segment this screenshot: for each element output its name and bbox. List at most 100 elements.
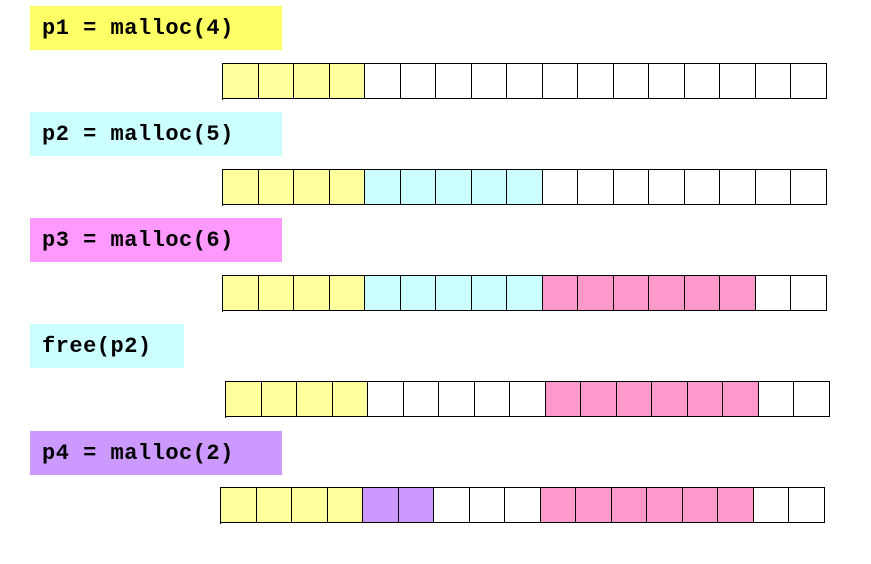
memory-cell-yellow: [226, 382, 262, 417]
step-label-p3: p3 = malloc(6): [30, 218, 282, 262]
memory-cell-yellow: [261, 382, 297, 417]
memory-cell-free: [720, 64, 756, 99]
memory-cell-cyan: [365, 170, 401, 205]
memory-cell-yellow: [294, 64, 330, 99]
memory-cell-yellow: [329, 276, 365, 311]
memory-cell-free: [684, 64, 720, 99]
memory-cell-cyan: [507, 170, 543, 205]
memory-cell-pink: [578, 276, 614, 311]
memory-cell-purple: [363, 488, 399, 523]
step-label-p2: p2 = malloc(5): [30, 112, 282, 156]
memory-row-p3: [222, 275, 827, 312]
memory-cell-free: [365, 64, 401, 99]
step-label-text: p3 = malloc(6): [42, 227, 234, 253]
memory-cell-free: [649, 64, 685, 99]
memory-cell-free: [753, 488, 789, 523]
step-label-free-p2: free(p2): [30, 324, 184, 368]
memory-cell-free: [507, 64, 543, 99]
memory-cell-cyan: [471, 170, 507, 205]
memory-cell-pink: [647, 488, 683, 523]
memory-cell-free: [471, 64, 507, 99]
memory-cell-pink: [682, 488, 718, 523]
memory-cell-free: [505, 488, 541, 523]
memory-cell-cyan: [471, 276, 507, 311]
memory-cell-yellow: [258, 170, 294, 205]
memory-cell-yellow: [258, 64, 294, 99]
memory-cell-pink: [723, 382, 759, 417]
memory-cell-yellow: [294, 276, 330, 311]
memory-cell-free: [400, 64, 436, 99]
step-label-text: free(p2): [42, 333, 152, 359]
memory-cell-free: [403, 382, 439, 417]
memory-cell-free: [474, 382, 510, 417]
memory-cell-free: [434, 488, 470, 523]
memory-row-p4: [220, 487, 825, 524]
memory-cell-free: [368, 382, 404, 417]
memory-cell-free: [794, 382, 830, 417]
memory-cell-yellow: [294, 170, 330, 205]
memory-cell-pink: [616, 382, 652, 417]
memory-cell-pink: [611, 488, 647, 523]
memory-cell-free: [469, 488, 505, 523]
memory-cell-cyan: [400, 276, 436, 311]
memory-cell-cyan: [507, 276, 543, 311]
memory-cell-free: [439, 382, 475, 417]
memory-cell-free: [755, 64, 791, 99]
memory-cell-pink: [720, 276, 756, 311]
memory-cell-yellow: [258, 276, 294, 311]
memory-cell-free: [791, 276, 827, 311]
memory-cell-free: [684, 170, 720, 205]
memory-cell-pink: [718, 488, 754, 523]
memory-cell-pink: [542, 276, 578, 311]
memory-cell-free: [720, 170, 756, 205]
memory-row-free-p2: [225, 381, 830, 418]
memory-cell-free: [755, 276, 791, 311]
memory-row-p2: [222, 169, 827, 206]
memory-cell-free: [649, 170, 685, 205]
memory-cell-free: [542, 64, 578, 99]
memory-cell-free: [791, 170, 827, 205]
memory-row-p1: [222, 63, 827, 100]
memory-cell-free: [789, 488, 825, 523]
memory-cell-pink: [545, 382, 581, 417]
memory-cell-yellow: [329, 64, 365, 99]
memory-cell-free: [578, 64, 614, 99]
memory-cell-yellow: [292, 488, 328, 523]
memory-cell-yellow: [327, 488, 363, 523]
memory-cell-free: [436, 64, 472, 99]
memory-cell-free: [542, 170, 578, 205]
memory-cell-yellow: [221, 488, 257, 523]
memory-cell-free: [755, 170, 791, 205]
step-label-text: p1 = malloc(4): [42, 15, 234, 41]
memory-cell-cyan: [400, 170, 436, 205]
step-label-text: p2 = malloc(5): [42, 121, 234, 147]
memory-cell-free: [613, 170, 649, 205]
memory-cell-purple: [398, 488, 434, 523]
memory-cell-pink: [684, 276, 720, 311]
memory-cell-free: [758, 382, 794, 417]
memory-cell-yellow: [329, 170, 365, 205]
memory-cell-pink: [581, 382, 617, 417]
memory-cell-free: [791, 64, 827, 99]
memory-cell-pink: [613, 276, 649, 311]
memory-cell-pink: [652, 382, 688, 417]
memory-cell-pink: [687, 382, 723, 417]
step-label-p4: p4 = malloc(2): [30, 431, 282, 475]
memory-cell-yellow: [223, 64, 259, 99]
memory-cell-yellow: [223, 170, 259, 205]
memory-cell-cyan: [365, 276, 401, 311]
memory-cell-yellow: [297, 382, 333, 417]
memory-cell-free: [510, 382, 546, 417]
memory-cell-free: [613, 64, 649, 99]
memory-cell-yellow: [223, 276, 259, 311]
memory-cell-free: [578, 170, 614, 205]
memory-cell-pink: [576, 488, 612, 523]
memory-cell-yellow: [332, 382, 368, 417]
step-label-text: p4 = malloc(2): [42, 440, 234, 466]
memory-cell-cyan: [436, 276, 472, 311]
step-label-p1: p1 = malloc(4): [30, 6, 282, 50]
memory-cell-yellow: [256, 488, 292, 523]
memory-cell-pink: [540, 488, 576, 523]
memory-cell-cyan: [436, 170, 472, 205]
memory-cell-pink: [649, 276, 685, 311]
